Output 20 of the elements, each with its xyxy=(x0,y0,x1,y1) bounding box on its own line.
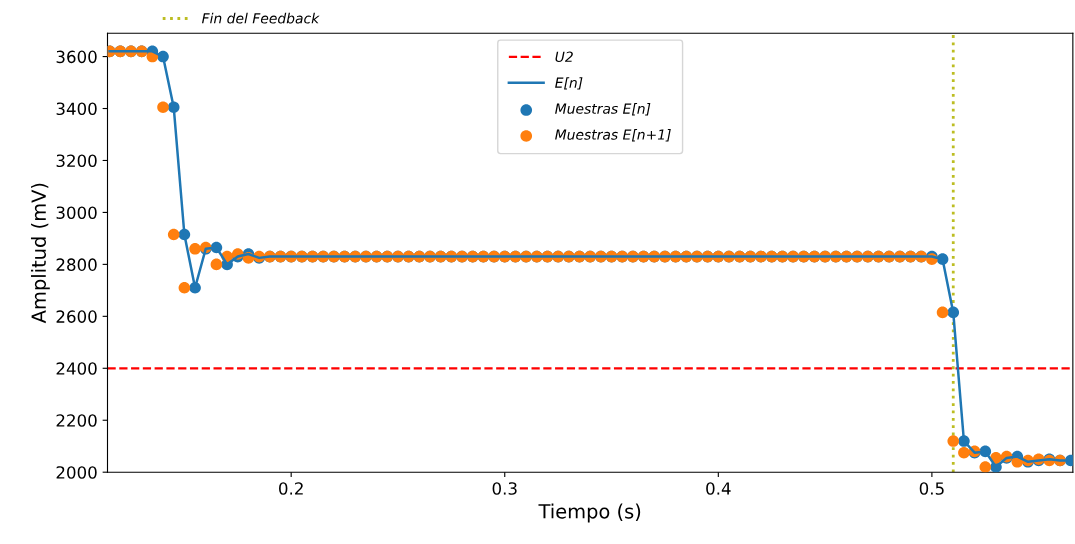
y-tick-label: 2000 xyxy=(56,466,97,479)
y-tick-label: 2200 xyxy=(56,414,97,427)
y-tick-label: 2800 xyxy=(56,258,97,271)
y-tick-label: 3600 xyxy=(56,50,97,64)
y-tick-label: 2400 xyxy=(56,362,97,375)
x-tick-label: 0.2 xyxy=(279,482,303,495)
x-tick-label: 0.3 xyxy=(492,482,517,495)
y-tick-label: 3400 xyxy=(56,102,97,116)
y-tick-label: 2600 xyxy=(56,310,97,323)
legend-label: E[n] xyxy=(555,77,583,90)
legend-label: Muestras E[n+1] xyxy=(555,129,671,142)
legend-label: Muestras E[n] xyxy=(555,103,651,116)
x-axis-title: Tiempo (s) xyxy=(538,503,641,523)
x-tick-label: 0.4 xyxy=(706,482,731,495)
y-tick-label: 3000 xyxy=(56,206,97,219)
y-axis-title: Amplitud (mV) xyxy=(30,183,50,324)
legend-label: Fin del Feedback xyxy=(201,12,320,24)
y-tick-label: 3200 xyxy=(56,154,97,168)
x-tick-label: 0.5 xyxy=(919,482,944,495)
legend-label: U2 xyxy=(555,51,573,62)
